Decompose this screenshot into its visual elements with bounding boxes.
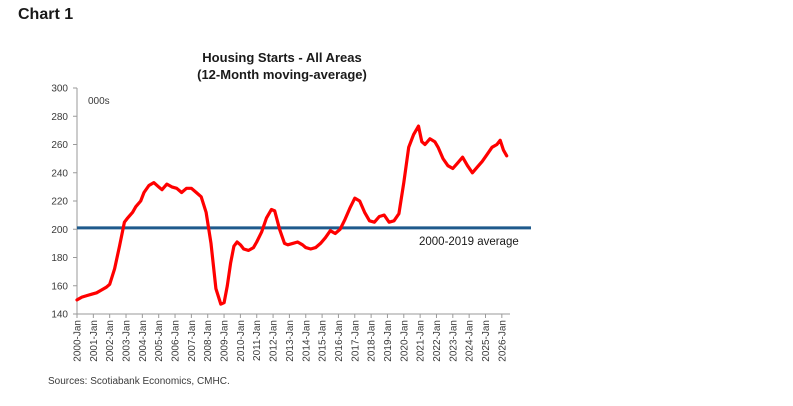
x-tick-label: 2009-Jan <box>220 320 231 362</box>
x-tick-label: 2016-Jan <box>334 320 345 362</box>
x-tick-label: 2006-Jan <box>171 320 182 362</box>
x-tick-label: 2004-Jan <box>138 320 149 362</box>
chart-label: Chart 1 <box>18 6 74 23</box>
y-tick-label: 300 <box>51 84 68 95</box>
x-tick-label: 2011-Jan <box>252 320 263 361</box>
y-tick-label: 240 <box>51 168 68 179</box>
y-axis: 140 160 180 200 220 240 260 280 300 <box>51 84 78 321</box>
series-line <box>75 124 509 306</box>
chart-subtitle: (12-Month moving-average) <box>197 67 367 82</box>
x-tick-label: 2015-Jan <box>318 320 329 362</box>
x-tick-label: 2022-Jan <box>432 320 443 362</box>
series-group <box>75 124 509 306</box>
x-tick-label: 2003-Jan <box>122 320 133 362</box>
x-axis: 2000-Jan 2001-Jan 2002-Jan 2003-Jan 2004-Jan… <box>73 313 510 362</box>
x-tick-label: 2014-Jan <box>301 320 312 362</box>
source-note: Sources: Scotiabank Economics, CMHC. <box>48 376 230 387</box>
x-tick-label: 2017-Jan <box>350 320 361 362</box>
x-tick-label: 2010-Jan <box>236 320 247 362</box>
x-tick-label: 2021-Jan <box>416 320 427 362</box>
x-tick-label: 2023-Jan <box>448 320 459 362</box>
y-tick-label: 200 <box>51 225 68 236</box>
x-tick-label: 2020-Jan <box>399 320 410 362</box>
x-tick-label: 2025-Jan <box>481 320 492 362</box>
unit-label: 000s <box>88 96 110 107</box>
y-tick-label: 260 <box>51 140 68 151</box>
y-tick-label: 220 <box>51 197 68 208</box>
x-tick-label: 2002-Jan <box>105 320 116 362</box>
y-tick-label: 180 <box>51 253 68 264</box>
x-tick-label: 2000-Jan <box>73 320 84 362</box>
x-tick-label: 2005-Jan <box>154 320 165 362</box>
x-tick-label: 2001-Jan <box>89 320 100 362</box>
x-tick-label: 2012-Jan <box>269 320 280 362</box>
x-tick-label: 2013-Jan <box>285 320 296 362</box>
y-tick-label: 160 <box>51 281 68 292</box>
x-tick-label: 2008-Jan <box>203 320 214 362</box>
average-line-label: 2000-2019 average <box>419 236 519 248</box>
x-tick-label: 2019-Jan <box>383 320 394 362</box>
y-tick-label: 280 <box>51 112 68 123</box>
chart-title: Housing Starts - All Areas <box>202 50 361 65</box>
y-tick-label: 140 <box>51 310 68 321</box>
x-tick-label: 2024-Jan <box>465 320 476 362</box>
x-tick-label: 2026-Jan <box>497 320 508 362</box>
x-tick-label: 2007-Jan <box>187 320 198 362</box>
x-tick-label: 2018-Jan <box>367 320 378 362</box>
average-reference: 2000-2019 average <box>77 226 531 248</box>
